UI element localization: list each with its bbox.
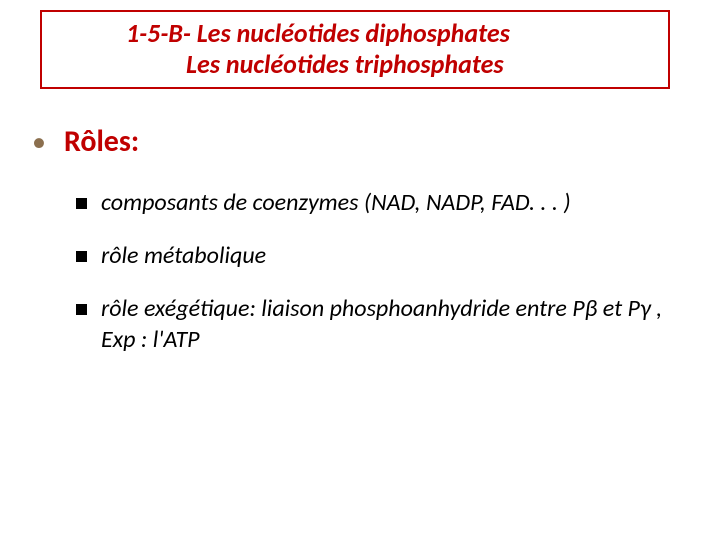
square-bullet-icon [76,198,87,209]
title-line-2: Les nucléotides triphosphates [46,49,664,80]
roles-heading: • Rôles: [20,123,700,160]
square-bullet-icon [76,251,87,262]
title-line-1: 1-5-B- Les nucléotides diphosphates [46,18,664,49]
square-bullet-icon [76,304,87,315]
list-item: composants de coenzymes (NAD, NADP, FAD.… [76,188,670,219]
slide: 1-5-B- Les nucléotides diphosphates Les … [0,0,720,540]
roles-label: Rôles: [64,123,139,160]
title-box: 1-5-B- Les nucléotides diphosphates Les … [40,10,670,89]
list-item-text: composants de coenzymes (NAD, NADP, FAD.… [101,188,571,219]
list-item: rôle exégétique: liaison phosphoanhydrid… [76,294,670,355]
bullet-dot-icon: • [32,128,46,156]
sub-list: composants de coenzymes (NAD, NADP, FAD.… [20,188,700,355]
list-item-text: rôle métabolique [101,241,266,272]
list-item: rôle métabolique [76,241,670,272]
list-item-text: rôle exégétique: liaison phosphoanhydrid… [101,294,670,355]
